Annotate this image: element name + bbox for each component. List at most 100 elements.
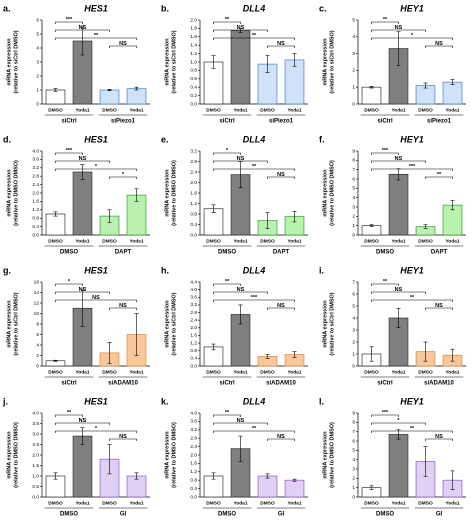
significance-bracket: [371, 37, 453, 40]
y-tick-label: 1.8: [190, 26, 197, 32]
error-bar: [53, 359, 58, 362]
significance-label: ***: [66, 148, 73, 154]
significance-bracket: [213, 160, 268, 163]
significance-bracket: [55, 21, 83, 24]
x-tick-label: DMSO: [102, 238, 117, 244]
error-bar: [53, 472, 58, 480]
x-tick-label: Yoda1: [445, 107, 459, 113]
y-axis-label: (relative to DMSO DMSO): [329, 160, 335, 226]
y-tick-label: 0.0: [190, 363, 197, 369]
error-bar: [396, 429, 401, 440]
error-bar: [80, 164, 85, 180]
y-tick-label: 1: [352, 485, 355, 491]
y-tick-label: 7: [352, 279, 355, 285]
y-tick-label: 3.6: [190, 295, 197, 301]
significance-label: NS: [237, 156, 245, 162]
error-bar: [450, 200, 455, 211]
significance-bracket: [55, 152, 83, 155]
x-tick-label: DMSO: [418, 107, 433, 113]
significance-label: NS: [79, 156, 87, 162]
error-bar: [134, 86, 139, 91]
group-label: siCtrl: [219, 381, 235, 387]
significance-label: **: [225, 279, 230, 285]
y-tick-label: 1: [352, 351, 355, 357]
x-tick-label: DMSO: [418, 369, 433, 375]
panel: h. DLL4 mRNA expression (relative to siCtrl…: [161, 265, 308, 387]
bar: [361, 86, 382, 105]
panel-title: DLL4: [243, 265, 266, 275]
y-tick-label: 0.0: [190, 101, 197, 107]
x-tick-label: DMSO: [364, 369, 379, 375]
y-tick-label: 2: [36, 73, 39, 79]
significance-label: **: [225, 17, 230, 23]
y-axis-label: (relative to DMSO DMSO): [171, 160, 177, 226]
x-tick-label: DMSO: [102, 500, 117, 506]
panel-label: d.: [3, 134, 11, 144]
group-label: DAPT: [431, 250, 448, 256]
group-label: GI: [120, 512, 127, 518]
x-tick-label: Yoda1: [391, 500, 405, 506]
x-tick-label: Yoda1: [75, 369, 89, 375]
significance-label: *: [226, 148, 229, 154]
y-tick-label: 1: [352, 223, 355, 229]
x-tick-label: Yoda1: [287, 500, 301, 506]
x-tick-label: DMSO: [418, 238, 433, 244]
x-tick-label: Yoda1: [233, 107, 247, 113]
y-axis-label: mRNA expression: [164, 300, 170, 348]
x-tick-label: DMSO: [48, 369, 63, 375]
y-tick-label: 3.2: [190, 427, 197, 433]
group-label: DMSO: [60, 250, 78, 256]
significance-label: ***: [409, 164, 416, 170]
error-bar: [211, 204, 216, 213]
y-axis-label: (relative to DMSO DMSO): [13, 422, 19, 488]
y-axis-label: (relative to DMSO DMSO): [329, 422, 335, 488]
y-tick-label: 0: [352, 363, 355, 369]
y-tick-label: 5: [36, 31, 39, 37]
y-tick-label: 5: [352, 448, 355, 454]
x-tick-label: DMSO: [260, 500, 275, 506]
panel-title: HES1: [84, 134, 108, 144]
y-tick-label: 2.0: [32, 190, 39, 196]
y-tick-label: 0: [36, 101, 39, 107]
significance-label: **: [252, 33, 257, 39]
significance-bracket: [425, 45, 453, 48]
y-tick-label: 4: [352, 315, 355, 321]
x-tick-label: Yoda1: [445, 500, 459, 506]
y-tick-label: 1.2: [190, 340, 197, 346]
significance-bracket: [213, 414, 241, 417]
x-tick-label: DMSO: [260, 238, 275, 244]
y-axis-label: mRNA expression: [6, 169, 12, 217]
significance-label: NS: [119, 41, 127, 47]
x-tick-label: DMSO: [206, 238, 221, 244]
x-tick-label: Yoda1: [445, 238, 459, 244]
panel: b. DLL4 mRNA expression (relative to siCtrl…: [161, 3, 308, 125]
error-bar: [292, 478, 297, 482]
x-tick-label: DMSO: [102, 369, 117, 375]
significance-bracket: [371, 21, 399, 24]
significance-bracket: [55, 168, 137, 171]
y-tick-label: 3: [352, 51, 355, 57]
error-bar: [450, 348, 455, 362]
group-label: DMSO: [218, 512, 236, 518]
significance-label: **: [410, 295, 415, 301]
y-tick-label: 0.8: [190, 477, 197, 483]
panel: f. HEY1 mRNA expression (relative to DMSO D…: [319, 134, 466, 256]
significance-bracket: [213, 422, 268, 425]
significance-label: **: [94, 33, 99, 39]
y-tick-label: 2.0: [190, 325, 197, 331]
significance-bracket: [267, 307, 295, 310]
group-label: siCtrl: [61, 381, 77, 387]
y-tick-label: 0.4: [190, 356, 197, 362]
y-tick-label: 3.6: [32, 157, 39, 163]
error-bar: [450, 79, 455, 85]
significance-bracket: [109, 176, 137, 179]
x-tick-label: Yoda1: [75, 500, 89, 506]
y-axis-label: mRNA expression: [322, 431, 328, 479]
significance-bracket: [371, 414, 399, 417]
error-bar: [53, 88, 58, 92]
y-tick-label: 2.4: [190, 169, 197, 175]
significance-bracket: [213, 37, 295, 40]
significance-label: NS: [79, 25, 87, 31]
y-tick-label: 6: [352, 291, 355, 297]
significance-label: NS: [395, 25, 403, 31]
